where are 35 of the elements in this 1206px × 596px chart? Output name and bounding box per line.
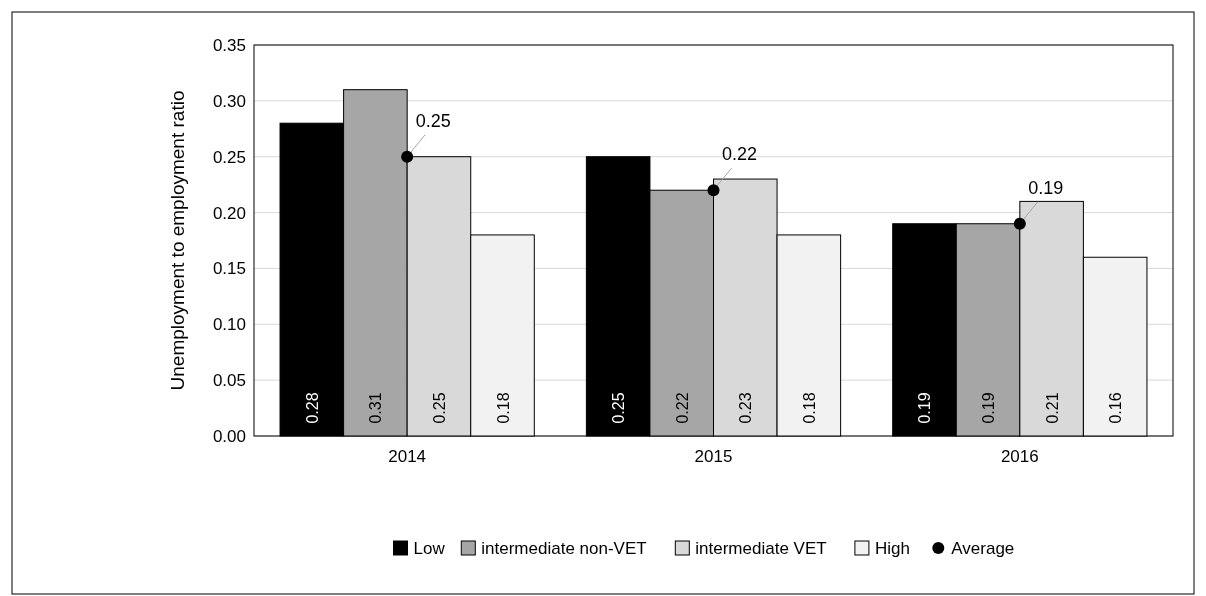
data-label: 0.31: [367, 392, 385, 424]
data-label: 0.28: [303, 392, 321, 424]
data-label: 0.21: [1043, 392, 1061, 424]
y-tick-label: 0.05: [212, 371, 246, 391]
legend-label: intermediate non-VET: [481, 538, 647, 558]
point: [401, 150, 414, 163]
y-tick-label: 0.15: [212, 259, 246, 279]
x-tick-label: 2015: [694, 447, 733, 466]
data-label: 0.23: [737, 392, 755, 424]
y-tick-label: 0.35: [212, 35, 246, 55]
data-label: 0.25: [610, 392, 628, 424]
y-tick-label: 0.10: [212, 315, 246, 335]
data-label: 0.18: [494, 392, 512, 424]
y-tick-label: 0.20: [212, 203, 246, 223]
data-label: 0.25: [415, 110, 451, 131]
y-tick-label: 0.30: [212, 91, 246, 111]
x-tick-label: 2016: [1000, 447, 1039, 466]
data-label: 0.19: [980, 392, 998, 424]
legend-label: Low: [413, 538, 446, 558]
data-label: 0.19: [1028, 177, 1064, 198]
data-label: 0.19: [916, 392, 934, 424]
x-tick-label: 2014: [388, 447, 427, 466]
y-tick-label: 0.25: [212, 147, 246, 167]
y-axis-title: Unemployment to employment ratio: [167, 90, 188, 391]
y-tick-label: 0.00: [212, 426, 246, 446]
data-label: 0.22: [721, 144, 758, 165]
data-label: 0.22: [673, 392, 691, 424]
point: [707, 184, 720, 197]
legend-label: Average: [951, 538, 1015, 558]
point: [1013, 217, 1026, 230]
data-label: 0.18: [800, 392, 818, 424]
legend-label: High: [874, 538, 910, 558]
data-label: 0.25: [430, 392, 448, 424]
legend-label: intermediate VET: [695, 538, 827, 558]
data-label: 0.16: [1107, 392, 1125, 424]
